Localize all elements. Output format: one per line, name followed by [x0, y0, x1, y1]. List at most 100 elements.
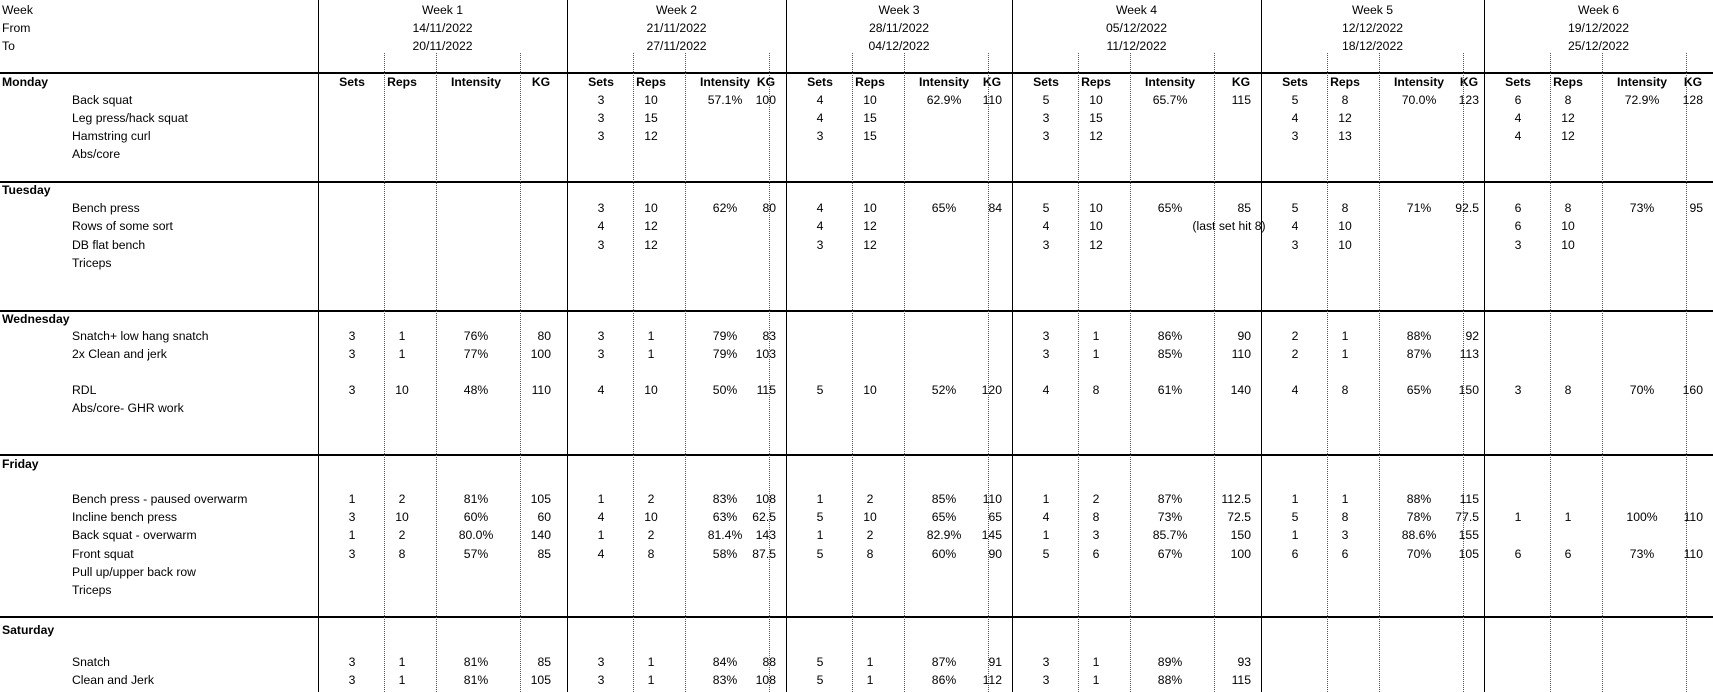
kg-cell: 110	[982, 492, 1002, 506]
kg-cell: 110	[1683, 510, 1703, 524]
sets-cell: 6	[1514, 93, 1522, 107]
week-to-date: 04/12/2022	[868, 39, 930, 53]
kg-cell: 80	[762, 201, 776, 215]
sets-cell: 3	[597, 347, 605, 361]
reps-cell: 10	[1338, 219, 1352, 233]
reps-cell: 2	[398, 492, 406, 506]
intensity-cell: 81%	[463, 673, 489, 687]
reps-cell: 3	[1341, 528, 1349, 542]
week-from-date: 12/12/2022	[1342, 21, 1403, 35]
reps-cell: 12	[863, 238, 877, 252]
intensity-cell: 87%	[1406, 347, 1432, 361]
section-separator	[0, 310, 1713, 312]
kg-cell: 110	[531, 383, 551, 397]
week-title: Week 6	[1577, 3, 1620, 17]
intensity-cell: 80.0%	[458, 528, 494, 542]
column-divider-line	[1130, 53, 1131, 692]
sets-cell: 3	[1042, 238, 1050, 252]
intensity-cell: 71%	[1406, 201, 1432, 215]
kg-cell: 93	[1237, 655, 1251, 669]
intensity-cell: 60%	[463, 510, 489, 524]
kg-cell: 123	[1458, 93, 1479, 107]
intensity-cell: 89%	[1157, 655, 1183, 669]
exercise-name: 2x Clean and jerk	[72, 347, 167, 361]
week-to-date: 11/12/2022	[1106, 39, 1167, 53]
reps-cell: 8	[1341, 383, 1349, 397]
sets-cell: 1	[1042, 528, 1050, 542]
reps-cell: 6	[1092, 547, 1100, 561]
column-header-intensity: Intensity	[1616, 75, 1668, 89]
reps-cell: 6	[1564, 547, 1572, 561]
week-boundary-line	[1484, 0, 1485, 692]
week-title: Week 2	[655, 3, 698, 17]
reps-cell: 10	[395, 383, 409, 397]
intensity-cell: 52%	[931, 383, 957, 397]
sets-cell: 1	[597, 492, 605, 506]
intensity-cell: 81%	[463, 655, 489, 669]
sets-cell: 3	[348, 673, 356, 687]
sets-cell: 4	[1291, 111, 1299, 125]
sets-cell: 5	[1291, 510, 1299, 524]
sets-cell: 1	[1514, 510, 1522, 524]
column-header-sets: Sets	[807, 75, 833, 89]
reps-cell: 8	[1341, 93, 1349, 107]
sets-cell: 3	[1042, 129, 1050, 143]
intensity-cell: 77%	[463, 347, 489, 361]
intensity-cell: 65%	[1406, 383, 1432, 397]
intensity-cell: 81%	[463, 492, 489, 506]
column-divider-line	[904, 53, 905, 692]
exercise-name: Triceps	[72, 256, 112, 270]
intensity-cell: 65.7%	[1152, 93, 1188, 107]
reps-cell: 2	[866, 492, 874, 506]
column-header-reps: Reps	[636, 75, 666, 89]
reps-cell: 10	[863, 201, 877, 215]
kg-cell: 113	[1459, 347, 1479, 361]
column-divider-line	[520, 53, 521, 692]
column-header-kg: KG	[1683, 75, 1703, 89]
column-divider-line	[1327, 53, 1328, 692]
kg-cell: 110	[982, 93, 1002, 107]
kg-cell: 115	[1459, 492, 1479, 506]
sets-cell: 5	[1291, 93, 1299, 107]
reps-cell: 10	[395, 510, 409, 524]
kg-cell: 100	[1230, 547, 1251, 561]
column-header-kg: KG	[756, 75, 776, 89]
kg-cell: 150	[1458, 383, 1479, 397]
column-header-kg: KG	[1231, 75, 1251, 89]
kg-cell: 83	[762, 329, 776, 343]
sets-cell: 3	[597, 129, 605, 143]
reps-cell: 1	[647, 329, 655, 343]
section-separator	[0, 454, 1713, 456]
sets-cell: 3	[348, 347, 356, 361]
intensity-cell: 57%	[463, 547, 489, 561]
reps-cell: 1	[1564, 510, 1572, 524]
sets-cell: 4	[816, 219, 824, 233]
kg-cell: 92	[1465, 329, 1479, 343]
sets-cell: 4	[1514, 129, 1522, 143]
column-header-intensity: Intensity	[918, 75, 970, 89]
reps-cell: 10	[644, 201, 658, 215]
section-separator	[0, 616, 1713, 618]
sets-cell: 3	[1291, 238, 1299, 252]
column-divider-line	[852, 53, 853, 692]
sets-cell: 4	[1042, 510, 1050, 524]
section-separator	[0, 181, 1713, 183]
kg-cell: 110	[1231, 347, 1251, 361]
sets-cell: 3	[348, 547, 356, 561]
exercise-name: Abs/core- GHR work	[72, 401, 184, 415]
reps-cell: 1	[647, 655, 655, 669]
reps-cell: 10	[1089, 201, 1103, 215]
kg-cell: 85	[537, 547, 551, 561]
reps-cell: 12	[1561, 111, 1575, 125]
sets-cell: 1	[1291, 528, 1299, 542]
column-header-sets: Sets	[1033, 75, 1059, 89]
reps-cell: 2	[647, 492, 655, 506]
intensity-cell: 50%	[712, 383, 738, 397]
exercise-name: Triceps	[72, 583, 112, 597]
kg-cell: 60	[537, 510, 551, 524]
column-divider-line	[1078, 53, 1079, 692]
column-divider-line	[988, 53, 989, 692]
column-divider-line	[1379, 53, 1380, 692]
sets-cell: 4	[597, 547, 605, 561]
sets-cell: 3	[1042, 111, 1050, 125]
